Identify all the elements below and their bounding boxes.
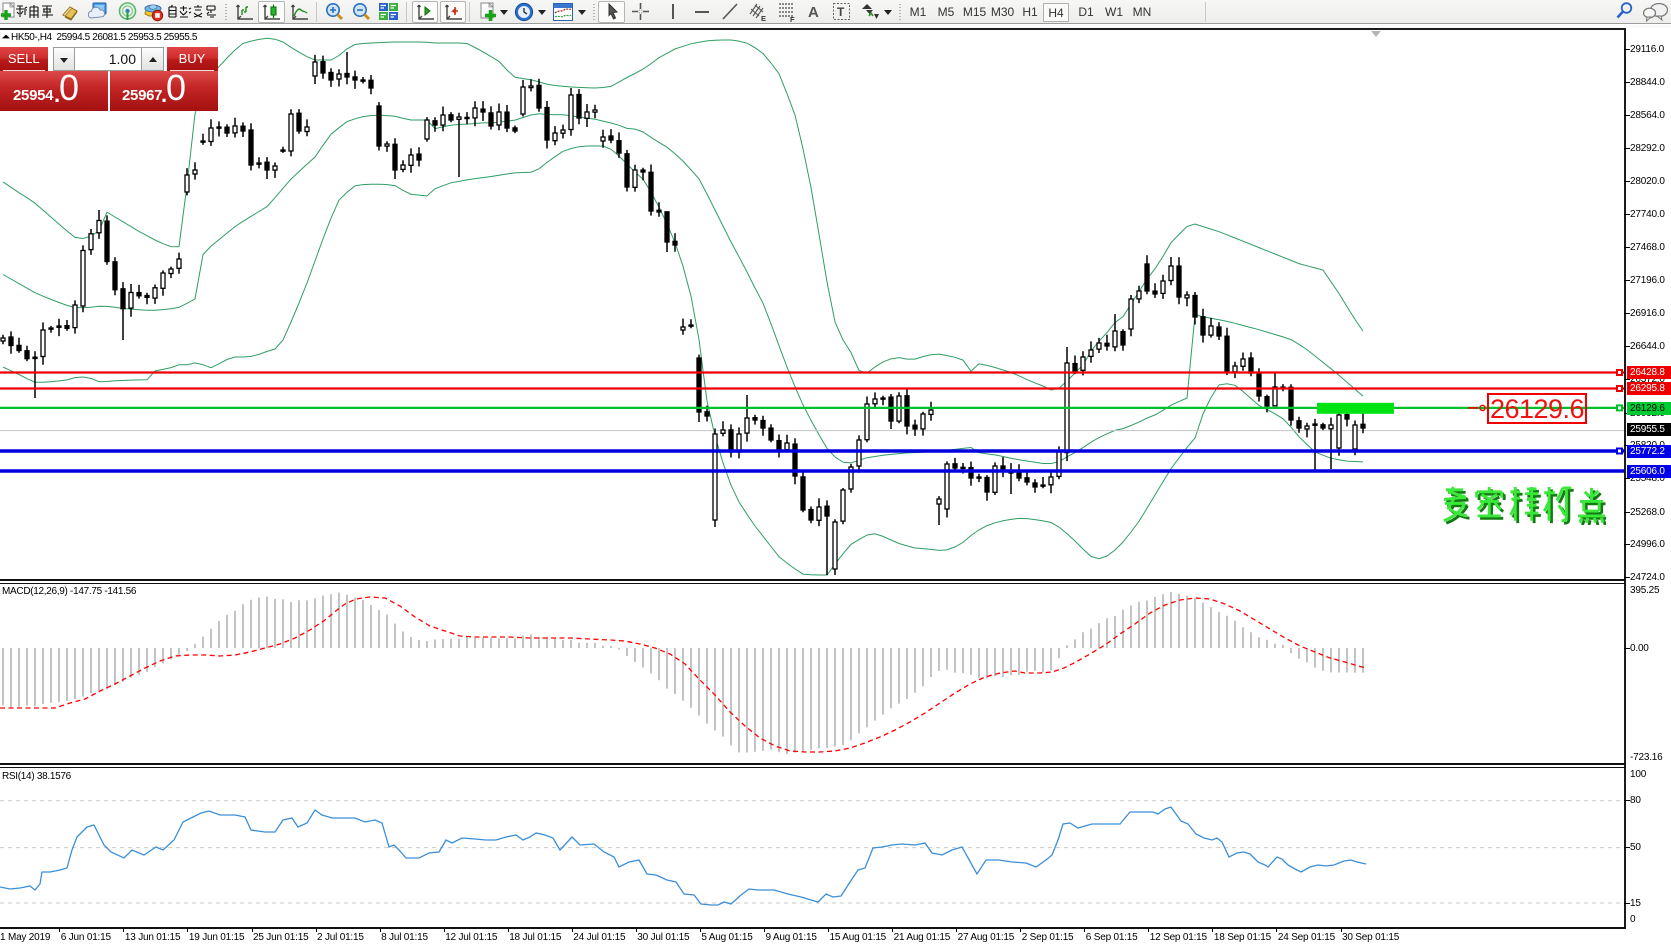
svg-text:T: T	[837, 5, 845, 19]
svg-text:F: F	[790, 15, 795, 23]
svg-text:E: E	[761, 14, 766, 23]
